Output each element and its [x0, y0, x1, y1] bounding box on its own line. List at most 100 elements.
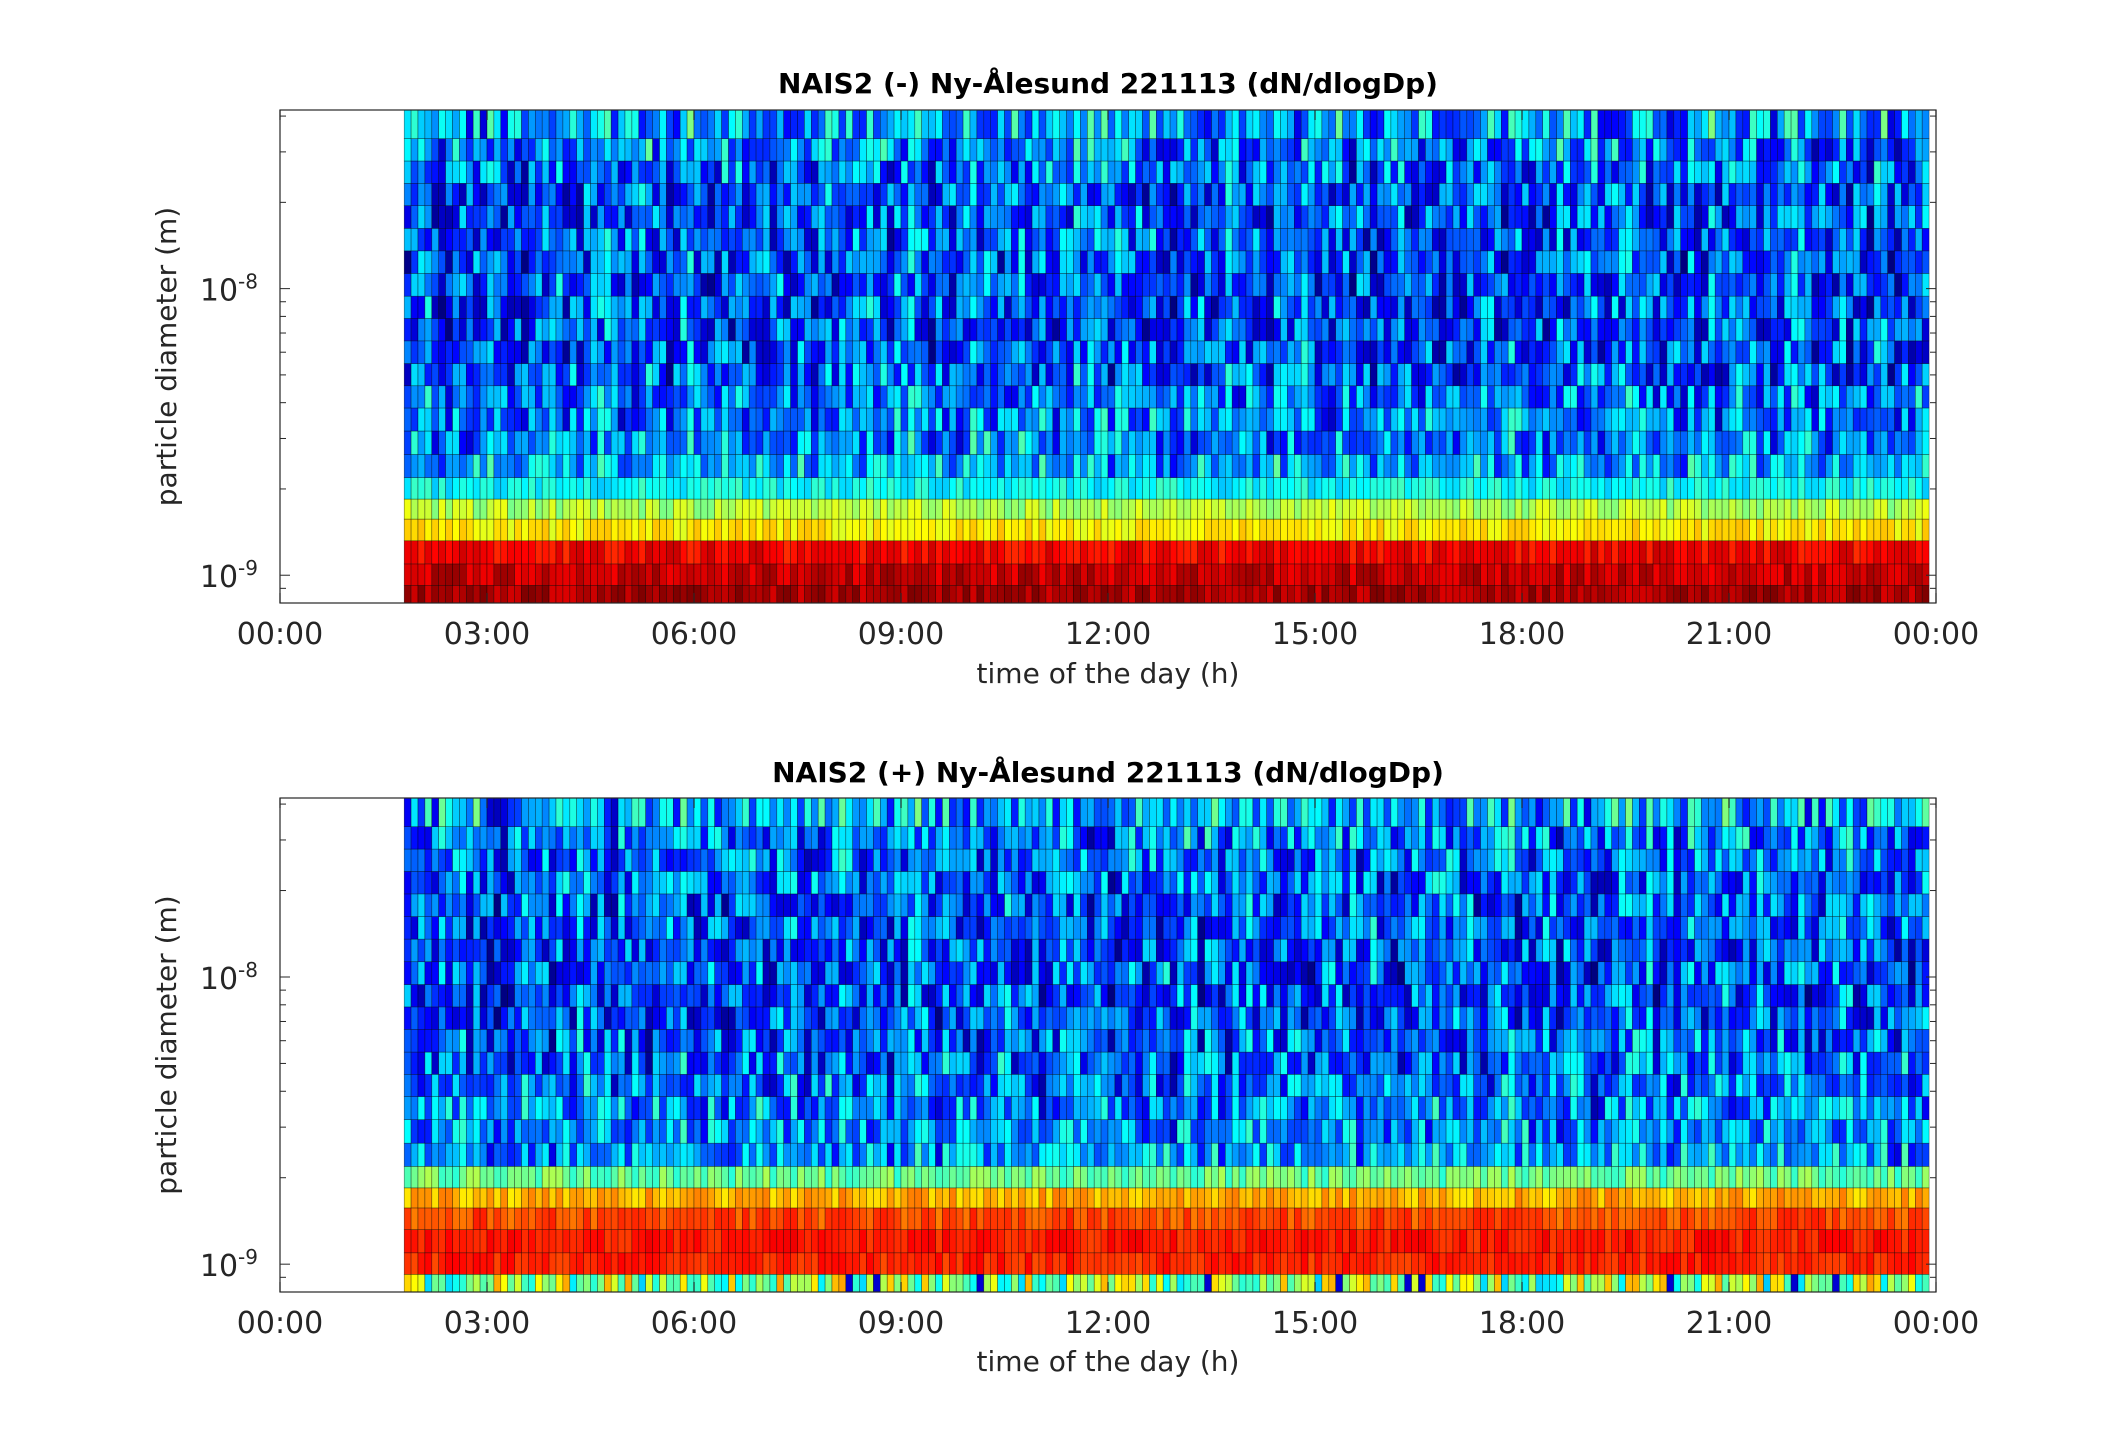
- heatmap-cell: [1825, 477, 1833, 500]
- heatmap-cell: [921, 340, 929, 364]
- heatmap-cell: [1024, 498, 1033, 520]
- heatmap-cell: [686, 563, 695, 586]
- heatmap-cell: [1583, 318, 1592, 342]
- heatmap-cell: [1887, 563, 1895, 586]
- heatmap-cell: [735, 430, 743, 455]
- heatmap-cell: [452, 273, 460, 297]
- heatmap-cell: [686, 250, 695, 274]
- heatmap-cell: [886, 385, 895, 409]
- heatmap-cell: [1590, 138, 1599, 162]
- heatmap-cell: [1756, 498, 1764, 520]
- heatmap-cell: [1190, 540, 1199, 565]
- heatmap-cell: [1369, 363, 1378, 387]
- heatmap-cell: [1790, 385, 1799, 409]
- heatmap-cell: [1480, 498, 1488, 520]
- heatmap-cell: [1632, 563, 1640, 586]
- heatmap-cell: [893, 563, 902, 586]
- heatmap-cell: [976, 273, 985, 297]
- heatmap-cell: [1645, 228, 1654, 252]
- heatmap-cell: [1390, 430, 1399, 455]
- heatmap-cell: [1135, 340, 1143, 364]
- heatmap-cell: [852, 340, 860, 364]
- heatmap-cell: [672, 205, 681, 229]
- heatmap-cell: [1107, 385, 1116, 409]
- heatmap-cell: [1590, 318, 1599, 342]
- heatmap-cell: [735, 498, 743, 520]
- heatmap-cell: [452, 385, 460, 409]
- heatmap-cell: [1004, 407, 1012, 432]
- heatmap-cell: [541, 363, 550, 387]
- heatmap-cell: [452, 563, 460, 586]
- heatmap-cell: [1846, 477, 1854, 500]
- heatmap-cell: [1632, 385, 1640, 409]
- heatmap-cell: [624, 273, 633, 297]
- heatmap-cell: [1749, 430, 1757, 455]
- heatmap-cell: [410, 1142, 419, 1167]
- heatmap-cell: [1245, 518, 1254, 542]
- heatmap-cell: [1080, 183, 1088, 206]
- heatmap-cell: [1645, 295, 1654, 319]
- heatmap-cell: [1169, 160, 1178, 184]
- heatmap-cell: [597, 138, 605, 162]
- heatmap-cell: [1273, 273, 1281, 297]
- heatmap-cell: [1004, 540, 1012, 565]
- heatmap-cell: [962, 205, 971, 229]
- heatmap-cell: [1611, 183, 1619, 206]
- heatmap-cell: [1197, 585, 1205, 604]
- heatmap-cell: [576, 183, 584, 206]
- heatmap-cell: [707, 385, 715, 409]
- heatmap-cell: [1645, 183, 1654, 206]
- heatmap-cell: [1183, 109, 1192, 139]
- heatmap-cell: [1287, 563, 1295, 586]
- heatmap-cell: [1728, 183, 1737, 206]
- heatmap-cell: [700, 205, 709, 229]
- heatmap-cell: [990, 273, 998, 297]
- heatmap-cell: [852, 430, 860, 455]
- heatmap-cell: [1535, 250, 1544, 274]
- heatmap-cell: [1093, 205, 1102, 229]
- heatmap-cell: [1908, 138, 1916, 162]
- heatmap-cell: [1790, 340, 1799, 364]
- heatmap-cell: [810, 518, 819, 542]
- heatmap-cell: [790, 273, 798, 297]
- heatmap-cell: [1031, 228, 1040, 252]
- heatmap-cell: [507, 109, 515, 139]
- heatmap-cell: [976, 160, 985, 184]
- heatmap-cell: [686, 518, 695, 542]
- heatmap-cell: [1190, 385, 1199, 409]
- heatmap-cell: [1432, 205, 1440, 229]
- heatmap-cell: [1225, 430, 1233, 455]
- heatmap-cell: [741, 318, 750, 342]
- heatmap-cell: [1770, 205, 1778, 229]
- heatmap-cell: [562, 160, 571, 184]
- heatmap-cell: [741, 160, 750, 184]
- heatmap-cell: [1535, 109, 1544, 139]
- heatmap-cell: [893, 273, 902, 297]
- heatmap-cell: [1017, 407, 1026, 432]
- heatmap-cell: [1363, 160, 1371, 184]
- heatmap-cell: [1024, 340, 1033, 364]
- heatmap-cell: [1225, 385, 1233, 409]
- heatmap-cell: [1024, 160, 1033, 184]
- heatmap-cell: [1687, 540, 1695, 565]
- heatmap-cell: [1383, 430, 1392, 455]
- heatmap-cell: [707, 205, 715, 229]
- heatmap-cell: [1432, 407, 1440, 432]
- heatmap-cell: [1721, 363, 1730, 387]
- heatmap-cell: [1052, 385, 1061, 409]
- heatmap-cell: [1183, 318, 1192, 342]
- heatmap-cell: [521, 498, 529, 520]
- heatmap-cell: [1376, 518, 1385, 542]
- heatmap-cell: [1245, 477, 1254, 500]
- heatmap-cell: [1300, 518, 1309, 542]
- heatmap-cell: [1432, 183, 1440, 206]
- heatmap-cell: [1701, 385, 1709, 409]
- heatmap-cell: [1535, 477, 1544, 500]
- heatmap-cell: [410, 871, 419, 895]
- heatmap-cell: [1397, 363, 1406, 387]
- heatmap-cell: [783, 295, 791, 319]
- heatmap-cell: [1625, 138, 1633, 162]
- heatmap-cell: [873, 563, 881, 586]
- heatmap-cell: [1397, 273, 1406, 297]
- heatmap-cell: [1645, 385, 1654, 409]
